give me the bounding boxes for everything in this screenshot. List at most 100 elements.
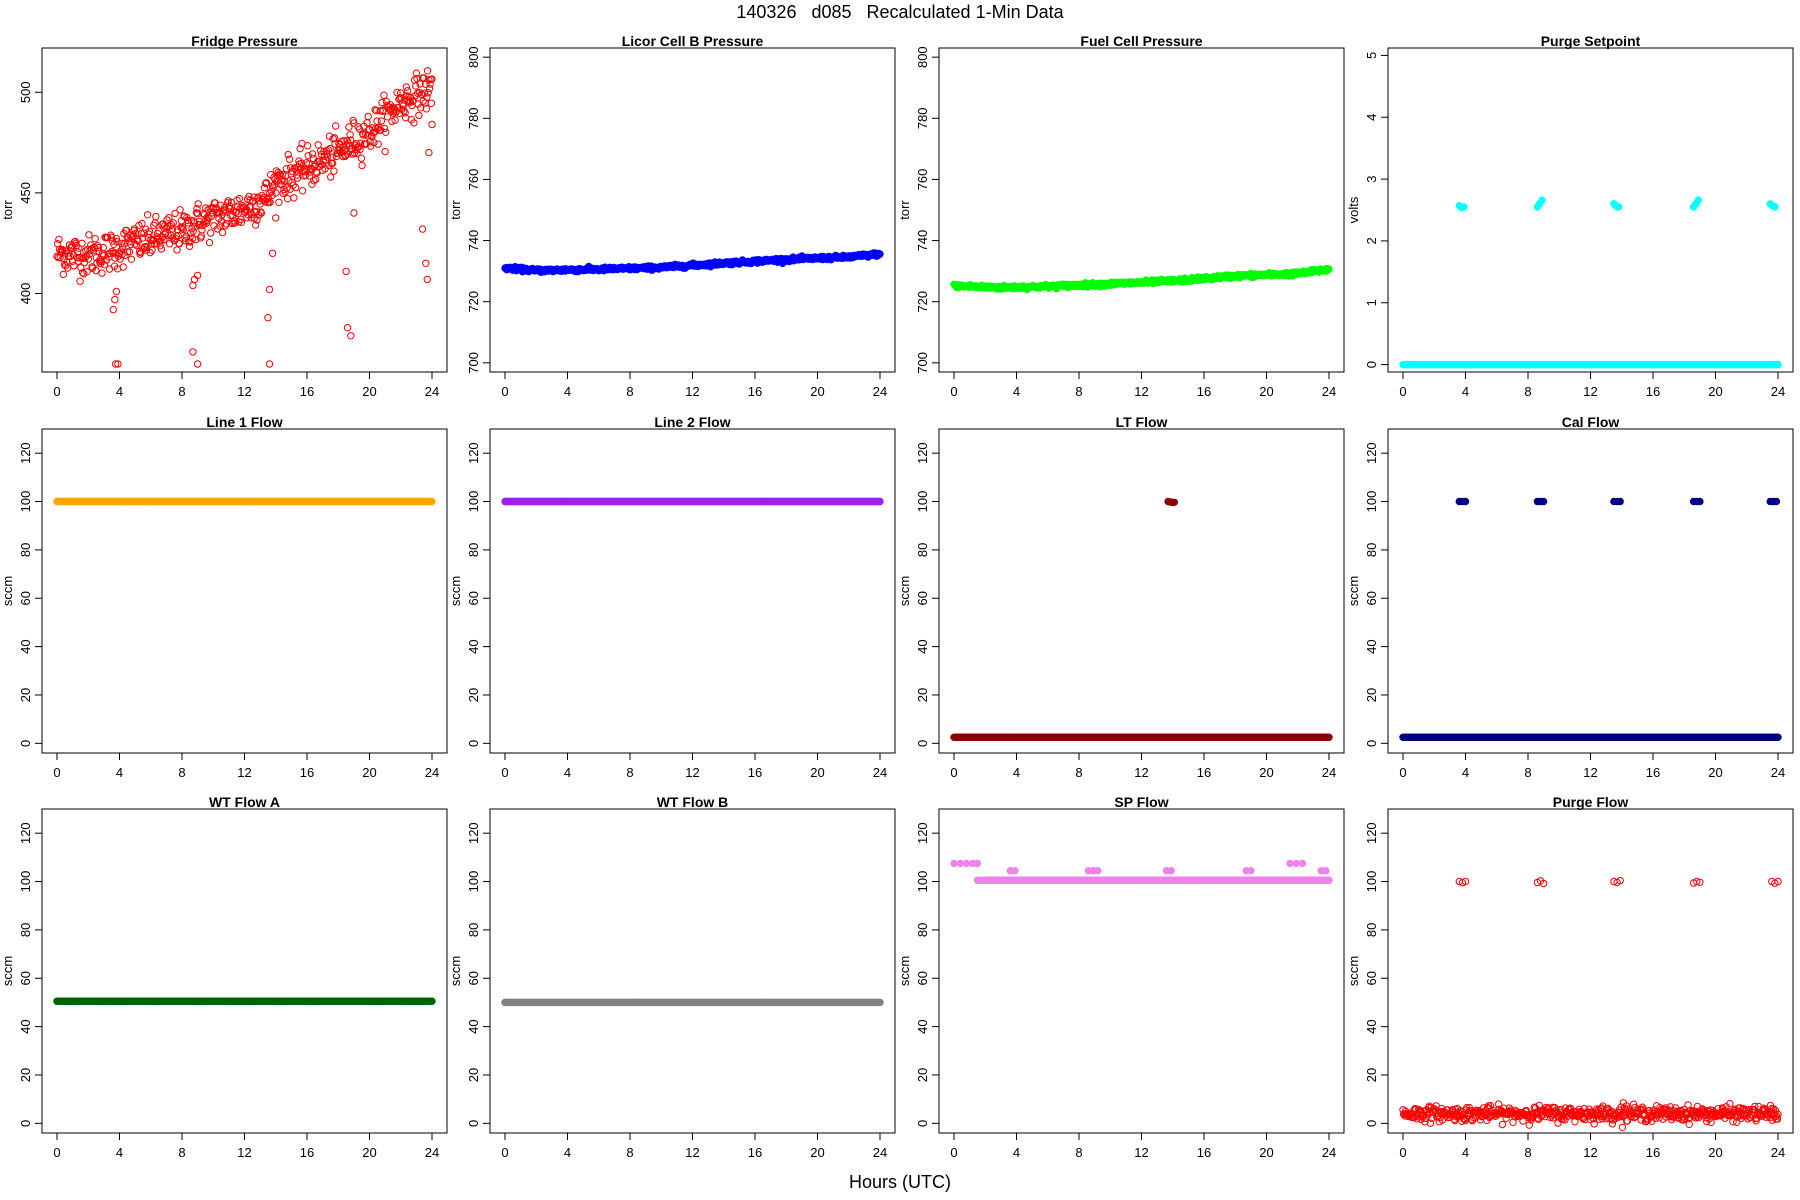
data-point (216, 222, 224, 230)
data-point (330, 167, 338, 175)
data-point (98, 269, 106, 277)
data-point (264, 194, 272, 202)
data-point (143, 211, 152, 219)
data-point (160, 222, 169, 230)
y-tick-label: 60 (18, 971, 33, 985)
y-tick-label: 700 (915, 352, 930, 374)
data-point (237, 218, 246, 227)
data-point (174, 231, 183, 240)
y-tick-label: 780 (915, 107, 930, 129)
data-point (289, 181, 297, 190)
y-tick-label: 100 (18, 491, 33, 513)
data-point (113, 238, 121, 246)
y-tick-label: 120 (915, 442, 930, 464)
data-point (328, 159, 337, 167)
data-point (346, 131, 354, 139)
data-point (138, 219, 146, 228)
data-point (100, 261, 109, 269)
series-points (1399, 497, 1782, 741)
data-point (187, 229, 195, 237)
y-tick-label: 40 (18, 639, 33, 653)
x-tick-label: 24 (1322, 765, 1336, 780)
y-tick-label: 3 (1364, 175, 1379, 182)
data-point (283, 184, 291, 192)
data-point (99, 243, 108, 252)
x-tick-label: 8 (1524, 765, 1531, 780)
panel-title: WT Flow A (209, 794, 280, 810)
data-point (418, 225, 427, 233)
data-point (326, 144, 334, 153)
y-tick-label: 760 (915, 169, 930, 191)
x-tick-label: 12 (1583, 384, 1597, 399)
y-tick-label: 80 (1364, 543, 1379, 557)
data-point (76, 277, 84, 285)
y-axis-label: torr (0, 200, 15, 220)
data-point (78, 269, 87, 277)
x-tick-label: 16 (1197, 765, 1211, 780)
data-point (205, 238, 214, 247)
x-tick-label: 4 (564, 384, 571, 399)
data-point (85, 231, 93, 239)
data-point (292, 183, 300, 192)
y-tick-label: 40 (466, 639, 481, 653)
data-point (383, 113, 392, 121)
data-point (165, 214, 173, 222)
x-tick-label: 12 (1134, 765, 1148, 780)
y-tick-label: 80 (915, 543, 930, 557)
data-point (194, 200, 202, 208)
data-point (167, 221, 176, 229)
data-point (132, 241, 141, 249)
data-point (285, 155, 294, 163)
panel-title: Purge Setpoint (1541, 33, 1641, 49)
panel-title: Line 1 Flow (206, 414, 282, 430)
data-point (257, 209, 266, 217)
x-tick-label: 4 (1013, 384, 1020, 399)
series-points (1399, 196, 1782, 369)
series-points (53, 997, 436, 1005)
x-tick-label: 0 (1399, 384, 1406, 399)
data-point (77, 253, 86, 261)
panel-title: Cal Flow (1562, 414, 1620, 430)
data-point (362, 140, 371, 148)
data-point (275, 198, 283, 207)
y-tick-label: 20 (915, 688, 930, 702)
y-tick-label: 4 (1364, 114, 1379, 121)
data-point (142, 246, 151, 254)
data-point (282, 165, 291, 173)
data-point (347, 332, 355, 340)
data-point (380, 124, 389, 133)
x-tick-label: 8 (178, 765, 185, 780)
data-point (146, 248, 154, 257)
x-tick-label: 0 (501, 765, 508, 780)
data-point (160, 235, 168, 244)
data-point (91, 235, 99, 243)
data-point (428, 497, 436, 506)
data-point (58, 247, 67, 255)
y-tick-label: 60 (1364, 591, 1379, 605)
plot-frame (1387, 428, 1794, 754)
data-point (193, 209, 202, 218)
data-point (185, 242, 194, 251)
data-point (423, 275, 431, 284)
y-axis-label: sccm (897, 576, 912, 606)
data-point (428, 75, 436, 83)
y-tick-label: 100 (466, 491, 481, 513)
x-tick-label: 20 (810, 765, 824, 780)
series-points (53, 497, 436, 506)
y-axis-label: torr (448, 200, 463, 220)
data-point (1694, 196, 1703, 204)
data-point (171, 209, 179, 218)
x-tick-label: 20 (1259, 765, 1273, 780)
y-tick-label: 100 (18, 871, 33, 893)
data-point (284, 150, 292, 159)
data-point (257, 208, 265, 216)
x-tick-label: 4 (116, 1145, 123, 1160)
data-point (426, 80, 434, 88)
x-tick-label: 16 (1646, 765, 1660, 780)
data-point (1772, 497, 1781, 506)
data-point (409, 96, 417, 105)
